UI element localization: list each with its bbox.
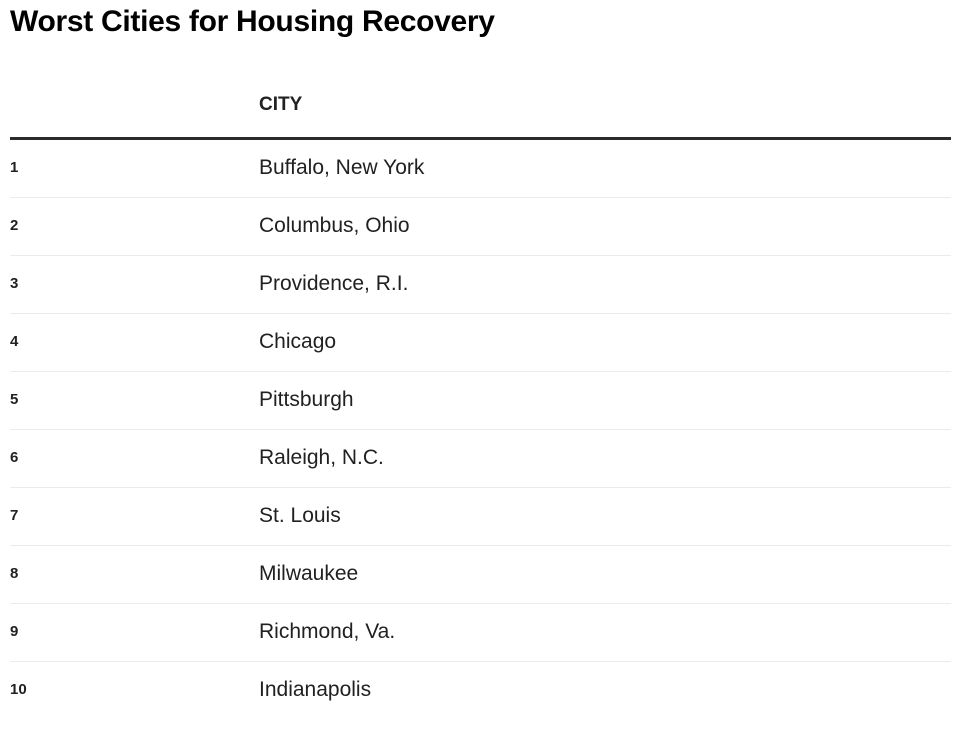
table-header: CITY xyxy=(10,39,951,140)
city-cell: Chicago xyxy=(259,313,951,372)
city-cell: Buffalo, New York xyxy=(259,138,951,198)
city-cell: Raleigh, N.C. xyxy=(259,429,951,488)
rank-cell: 6 xyxy=(10,429,259,488)
table-row: 3 Providence, R.I. xyxy=(10,255,951,314)
table-row: 1 Buffalo, New York xyxy=(10,138,951,198)
rank-cell: 9 xyxy=(10,603,259,662)
city-cell: Milwaukee xyxy=(259,545,951,604)
city-cell: Pittsburgh xyxy=(259,371,951,430)
rank-cell: 10 xyxy=(10,680,27,698)
page-title: Worst Cities for Housing Recovery xyxy=(10,5,495,38)
table-row: 9 Richmond, Va. xyxy=(10,603,951,662)
ranking-table: CITY 1 Buffalo, New York 2 Columbus, Ohi… xyxy=(10,39,951,719)
rank-cell: 4 xyxy=(10,313,259,372)
rank-cell: 2 xyxy=(10,197,259,256)
header-row: CITY xyxy=(10,39,951,140)
city-cell: Columbus, Ohio xyxy=(259,197,951,256)
table-row: 10 Indianapolis xyxy=(10,661,951,719)
table-row: 5 Pittsburgh xyxy=(10,371,951,430)
table-row: 2 Columbus, Ohio xyxy=(10,197,951,256)
table-row: 8 Milwaukee xyxy=(10,545,951,604)
table-row: 6 Raleigh, N.C. xyxy=(10,429,951,488)
table-row: 4 Chicago xyxy=(10,313,951,372)
rank-cell: 3 xyxy=(10,255,259,314)
city-cell: St. Louis xyxy=(259,487,951,546)
city-cell: Richmond, Va. xyxy=(259,603,951,662)
column-header-city: CITY xyxy=(259,39,951,140)
rank-cell: 7 xyxy=(10,487,259,546)
city-cell: Indianapolis xyxy=(259,677,372,701)
rank-cell: 1 xyxy=(10,138,259,198)
table-body: 1 Buffalo, New York 2 Columbus, Ohio 3 P… xyxy=(10,138,951,719)
city-cell: Providence, R.I. xyxy=(259,255,951,314)
column-header-rank xyxy=(10,39,259,140)
rank-cell: 5 xyxy=(10,371,259,430)
table-row: 7 St. Louis xyxy=(10,487,951,546)
rank-cell: 8 xyxy=(10,545,259,604)
